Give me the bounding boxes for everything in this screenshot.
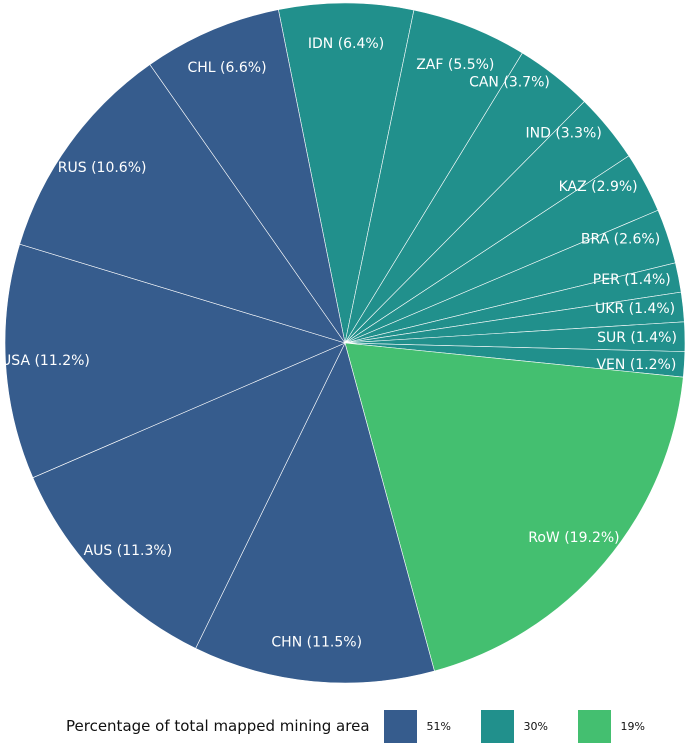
pie-slice [19,64,346,344]
slice-label: USA (11.2%) [1,353,90,369]
slice-label: IDN (6.4%) [308,36,384,52]
pie-slice [32,342,346,649]
legend-swatch-green [577,709,611,743]
pie-slice [344,342,684,672]
slice-label: AUS (11.3%) [84,543,173,559]
pie-chart: IDN (6.4%) ZAF (5.5%) CAN (3.7%) IND (3.3%)… [1,2,685,684]
slice-label: ZAF (5.5%) [416,57,494,73]
slice-label: KAZ (2.9%) [559,179,638,195]
pie-slice [278,2,415,344]
slice-label: CHL (6.6%) [188,60,267,76]
slice-label: PER (1.4%) [593,272,671,288]
slice-label: CAN (3.7%) [469,75,550,91]
pie-slice [4,243,346,479]
slice-label: UKR (1.4%) [595,301,675,317]
slice-label: SUR (1.4%) [597,330,677,346]
slice-label: VEN (1.2%) [596,357,676,373]
legend-title: Percentage of total mapped mining area [66,717,370,735]
legend-label: 51% [426,719,451,733]
slice-label: IND (3.3%) [525,126,601,142]
legend-label: 19% [620,719,645,733]
slice-label: CHN (11.5%) [271,635,362,651]
legend-swatch-blue [383,709,417,743]
legend-label: 30% [523,719,548,733]
slice-label: RUS (10.6%) [58,160,147,176]
pie-slice [195,342,435,684]
slice-label: RoW (19.2%) [528,530,619,546]
slice-label: BRA (2.6%) [581,232,660,248]
legend-swatch-teal [480,709,514,743]
legend: Percentage of total mapped mining area 5… [66,709,661,743]
pie-slice [149,9,346,344]
